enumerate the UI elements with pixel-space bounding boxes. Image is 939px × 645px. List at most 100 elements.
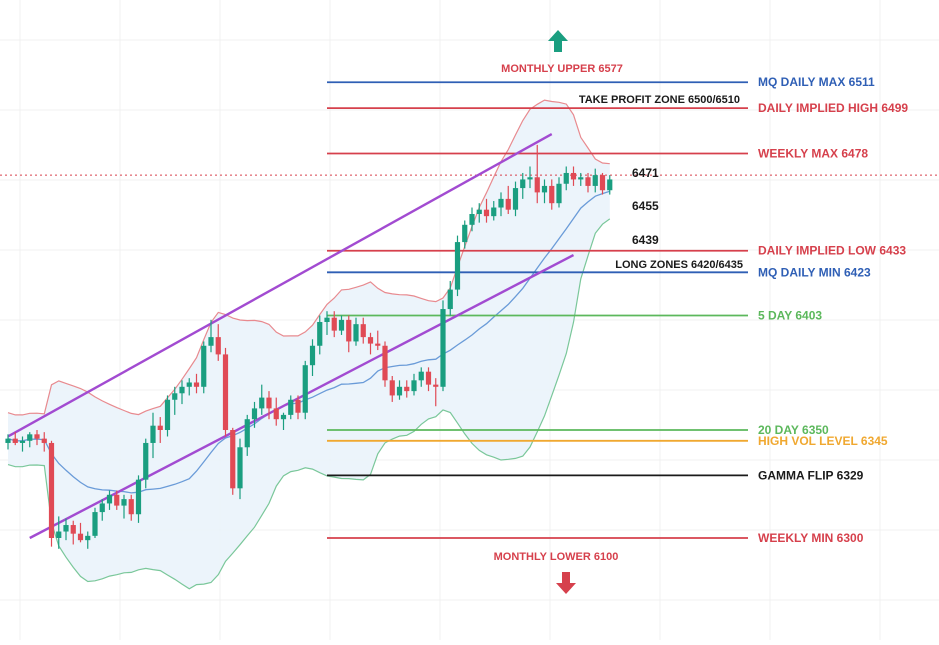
candle-body: [498, 198, 504, 208]
band-upper-line: [7, 99, 610, 416]
band-label-upper: 6471: [632, 166, 659, 180]
candle-body: [570, 172, 577, 180]
level-label-7: HIGH VOL LEVEL 6345: [758, 434, 888, 448]
channel-upper-line: [7, 133, 553, 438]
candle-body: [505, 198, 511, 210]
candle-body: [592, 175, 598, 186]
channel-lower-line: [29, 253, 575, 540]
candle-body: [222, 354, 229, 430]
candle-body: [563, 172, 569, 184]
candle-body: [157, 425, 163, 430]
level-label-4: MQ DAILY MIN 6423: [758, 265, 871, 279]
candle-body: [360, 324, 366, 338]
candle-body: [128, 499, 134, 515]
level-label-5: 5 DAY 6403: [758, 309, 822, 323]
candle-body: [389, 380, 395, 396]
candle-body: [19, 440, 26, 443]
candle-body: [534, 177, 540, 193]
candle-body: [578, 177, 584, 180]
candle-body: [396, 386, 403, 396]
annotation-monthly-upper: MONTHLY UPPER 6577: [501, 63, 623, 75]
candle-body: [280, 414, 287, 420]
candle-body: [266, 397, 272, 409]
candle-body: [454, 242, 461, 290]
candle-body: [331, 317, 337, 331]
candle-body: [164, 399, 171, 430]
annotation-long-zones: LONG ZONES 6420/6435: [615, 259, 743, 271]
candle-body: [447, 289, 453, 310]
band-lower-line: [7, 218, 611, 590]
candle-body: [172, 393, 178, 400]
candle-body: [12, 438, 18, 443]
band-label-middle: 6455: [632, 199, 659, 213]
candle-body: [5, 438, 11, 443]
candle-body: [295, 399, 301, 413]
candle-body: [512, 188, 519, 210]
candle-body: [77, 533, 84, 541]
candle-body: [433, 384, 439, 387]
candle-body: [302, 365, 308, 413]
candle-body: [527, 177, 533, 180]
candle-body: [599, 175, 606, 191]
candle-body: [41, 438, 47, 443]
candle-body: [135, 479, 142, 515]
candle-body: [114, 494, 120, 506]
candle-body: [179, 386, 185, 394]
level-lines: [0, 81, 939, 539]
level-label-3: DAILY IMPLIED LOW 6433: [758, 244, 906, 258]
candle-body: [259, 397, 265, 409]
candle-body: [418, 371, 424, 381]
candle-body: [230, 430, 236, 489]
candle-body: [143, 442, 149, 480]
candle-body: [63, 525, 69, 532]
candle-body: [99, 503, 105, 513]
candle-body: [251, 408, 258, 420]
candle-body: [375, 343, 381, 346]
candle-body: [440, 309, 446, 387]
candle-body: [56, 531, 62, 538]
candle-body: [585, 177, 591, 186]
candle-body: [556, 183, 562, 204]
candle-body: [244, 419, 250, 448]
band-middle-line: [7, 190, 610, 494]
level-label-2: WEEKLY MAX 6478: [758, 147, 868, 161]
candle-body: [201, 345, 207, 387]
candle-body: [476, 209, 482, 214]
candle-body: [121, 499, 127, 506]
candle-body: [215, 337, 221, 355]
candle-body: [288, 399, 294, 415]
candle-body: [549, 185, 555, 204]
level-label-6: 20 DAY 6350: [758, 423, 829, 437]
arrow-up-icon: [548, 30, 568, 52]
trend-channel: [7, 133, 575, 540]
level-label-1: DAILY IMPLIED HIGH 6499: [758, 101, 908, 115]
candle-body: [324, 317, 330, 322]
candle-body: [208, 337, 214, 346]
candle-body: [106, 494, 113, 504]
candle-body: [404, 386, 410, 392]
candle-body: [367, 337, 374, 344]
candle-body: [520, 179, 526, 189]
candle-body: [317, 322, 323, 346]
candle-body: [346, 319, 352, 342]
labels: MQ DAILY MAX 6511 DAILY IMPLIED HIGH 6499…: [494, 30, 908, 594]
candle-body: [491, 207, 497, 217]
candle-body: [85, 535, 91, 541]
annotation-take-profit: TAKE PROFIT ZONE 6500/6510: [579, 94, 740, 106]
band-label-lower: 6439: [632, 233, 659, 247]
candle-body: [92, 512, 98, 536]
candle-body: [469, 214, 475, 225]
candle-body: [607, 179, 613, 191]
arrow-down-icon: [556, 572, 576, 594]
candle-body: [150, 425, 156, 443]
candle-body: [411, 380, 417, 392]
candle-body: [338, 319, 345, 331]
level-label-8: GAMMA FLIP 6329: [758, 468, 864, 482]
candle-body: [483, 209, 490, 217]
candle-body: [27, 434, 33, 441]
candle-body: [48, 442, 55, 538]
candle-body: [273, 408, 279, 420]
level-label-9: WEEKLY MIN 6300: [758, 531, 864, 545]
candle-body: [309, 345, 316, 366]
